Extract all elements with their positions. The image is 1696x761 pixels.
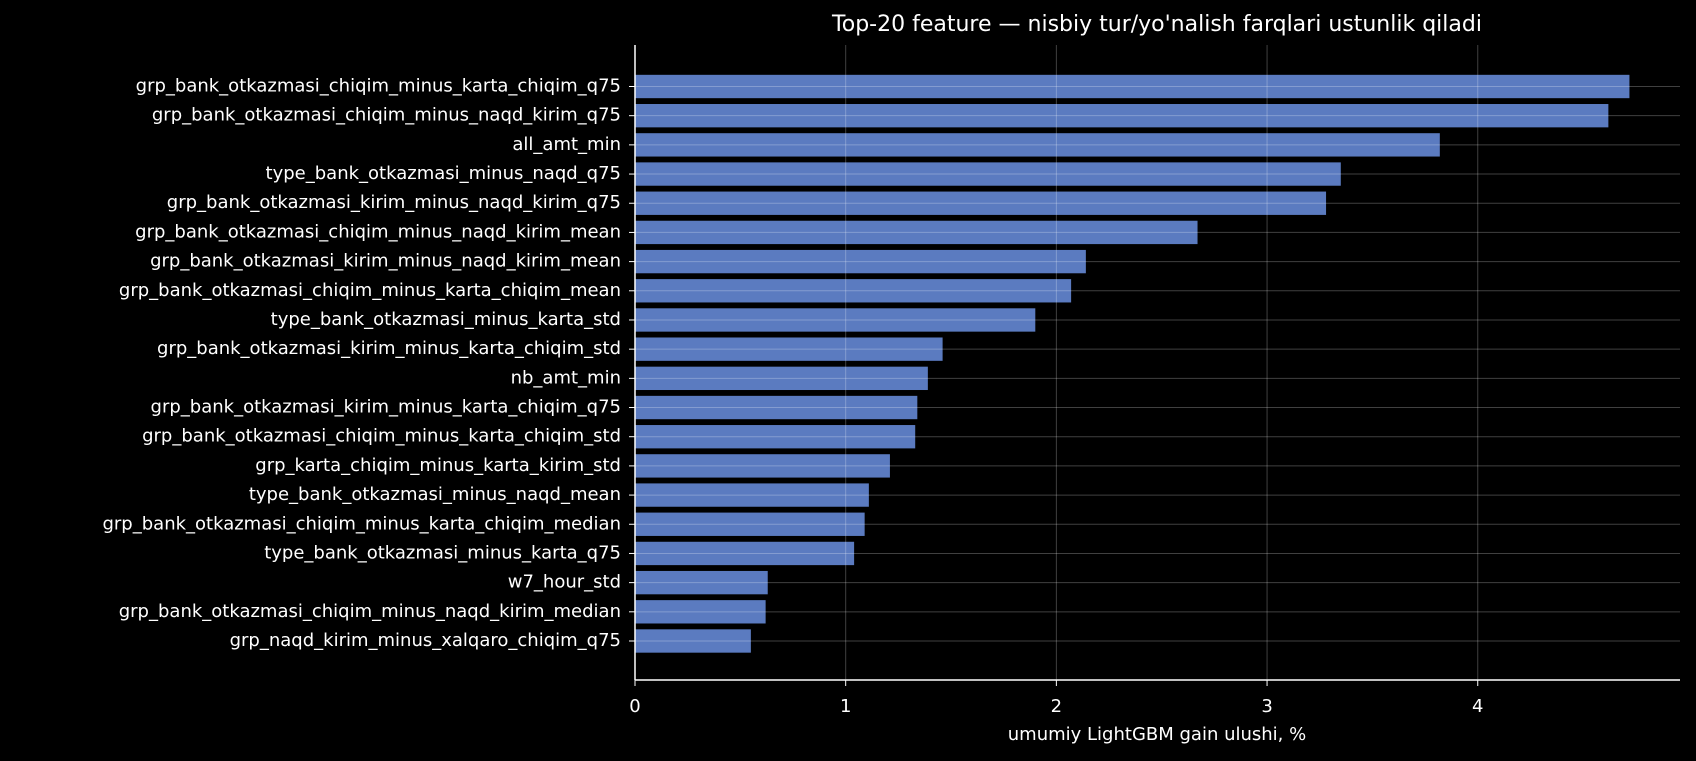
bar (635, 337, 943, 361)
y-tick-label: grp_bank_otkazmasi_kirim_minus_karta_chi… (151, 397, 621, 418)
bar (635, 279, 1072, 303)
y-tick-label: type_bank_otkazmasi_minus_naqd_mean (249, 484, 621, 505)
chart-title: Top-20 feature — nisbiy tur/yo'nalish fa… (831, 12, 1482, 37)
y-tick-label: grp_bank_otkazmasi_chiqim_minus_karta_ch… (136, 76, 621, 97)
x-axis-label: umumiy LightGBM gain ulushi, % (1008, 724, 1306, 745)
bar (635, 74, 1630, 99)
bar (635, 191, 1327, 215)
y-tick-label: grp_bank_otkazmasi_chiqim_minus_naqd_kir… (152, 105, 621, 126)
y-tick-label: w7_hour_std (508, 572, 621, 593)
bar (635, 512, 865, 536)
x-tick-label: 0 (629, 696, 640, 717)
bar (635, 104, 1609, 128)
x-tick-label: 2 (1051, 696, 1062, 717)
x-tick-label: 4 (1472, 696, 1483, 717)
x-tick-label: 1 (840, 696, 851, 717)
bar (635, 308, 1036, 332)
bar (635, 483, 869, 507)
bar (635, 366, 928, 391)
bar (635, 425, 916, 449)
y-tick-label: grp_bank_otkazmasi_chiqim_minus_naqd_kir… (135, 221, 621, 242)
bar (635, 629, 751, 653)
y-tick-label: type_bank_otkazmasi_minus_naqd_q75 (266, 163, 621, 184)
y-tick-label: grp_naqd_kirim_minus_xalqaro_chiqim_q75 (230, 630, 621, 651)
bar (635, 162, 1341, 186)
y-tick-label: grp_bank_otkazmasi_kirim_minus_naqd_kiri… (167, 192, 621, 213)
bar (635, 220, 1198, 245)
y-tick-label: grp_bank_otkazmasi_chiqim_minus_karta_ch… (119, 280, 621, 301)
y-tick-label: grp_bank_otkazmasi_kirim_minus_naqd_kiri… (150, 251, 621, 272)
y-tick-label: nb_amt_min (511, 367, 621, 388)
bar (635, 570, 768, 595)
y-tick-label: type_bank_otkazmasi_minus_karta_q75 (264, 542, 621, 563)
bar (635, 541, 855, 566)
y-tick-label: all_amt_min (512, 134, 621, 155)
y-tick-label: grp_bank_otkazmasi_kirim_minus_karta_chi… (157, 338, 621, 359)
bar (635, 133, 1440, 157)
y-tick-label: grp_bank_otkazmasi_chiqim_minus_karta_ch… (142, 426, 621, 447)
bar (635, 454, 890, 478)
y-tick-label: type_bank_otkazmasi_minus_karta_std (271, 309, 621, 330)
y-tick-label: grp_bank_otkazmasi_chiqim_minus_naqd_kir… (119, 601, 621, 622)
y-tick-label: grp_karta_chiqim_minus_karta_kirim_std (255, 455, 621, 476)
x-tick-label: 3 (1261, 696, 1272, 717)
bar (635, 600, 766, 624)
y-tick-label: grp_bank_otkazmasi_chiqim_minus_karta_ch… (102, 513, 621, 534)
bar (635, 249, 1086, 274)
bar (635, 395, 918, 420)
